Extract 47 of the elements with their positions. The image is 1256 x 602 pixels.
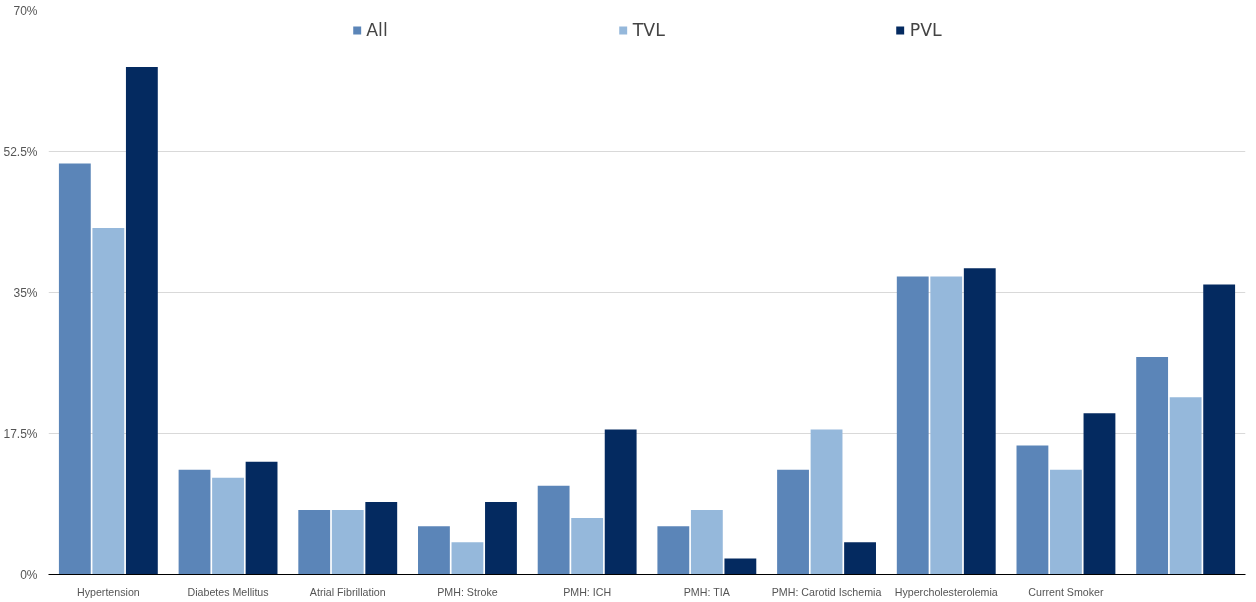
bar <box>657 526 690 575</box>
x-tick-label: PMH: ICH <box>563 585 612 598</box>
bar <box>1016 445 1049 575</box>
bar <box>485 501 517 575</box>
bar <box>125 66 158 575</box>
bar <box>896 276 929 575</box>
x-tick-label: PMH: Carotid Ischemia <box>771 585 882 598</box>
bar <box>604 429 637 575</box>
bar <box>537 485 570 575</box>
bar <box>1203 284 1236 575</box>
legend-label: TVL <box>632 20 665 40</box>
bar <box>418 526 450 575</box>
y-tick-label: 70% <box>13 3 38 18</box>
bar <box>724 558 757 575</box>
bar <box>331 510 364 575</box>
bar <box>451 542 484 575</box>
bar <box>1083 413 1116 575</box>
x-tick-label: PMH: Stroke <box>437 585 498 598</box>
legend-label: PVL <box>909 20 942 40</box>
bar <box>58 163 91 575</box>
legend-label: All <box>366 20 388 40</box>
x-tick-label: Atrial Fibrillation <box>309 585 386 598</box>
x-tick-label: PMH: TIA <box>683 585 731 598</box>
bar <box>365 501 398 575</box>
bar <box>212 477 244 575</box>
bar <box>1169 397 1202 575</box>
bar <box>777 469 809 575</box>
x-tick-label: Diabetes Mellitus <box>187 585 269 598</box>
y-tick-label: 35% <box>13 285 38 300</box>
bar <box>963 268 996 575</box>
bar <box>690 510 723 575</box>
bar <box>810 429 843 575</box>
bar <box>1136 356 1169 575</box>
bar <box>178 469 211 575</box>
bar <box>92 228 125 575</box>
x-tick-label: Hypertension <box>76 585 140 598</box>
bar <box>571 518 604 575</box>
bar <box>1050 469 1082 575</box>
bar <box>844 542 876 575</box>
y-tick-label: 17.5% <box>3 426 38 441</box>
y-tick-label: 52.5% <box>3 144 38 159</box>
x-tick-label: Current Smoker <box>1028 585 1105 598</box>
bar <box>298 510 331 575</box>
x-tick-label: Hypercholesterolemia <box>894 585 998 598</box>
bar <box>245 461 278 575</box>
y-tick-label: 0% <box>20 567 38 582</box>
bar <box>930 276 963 575</box>
